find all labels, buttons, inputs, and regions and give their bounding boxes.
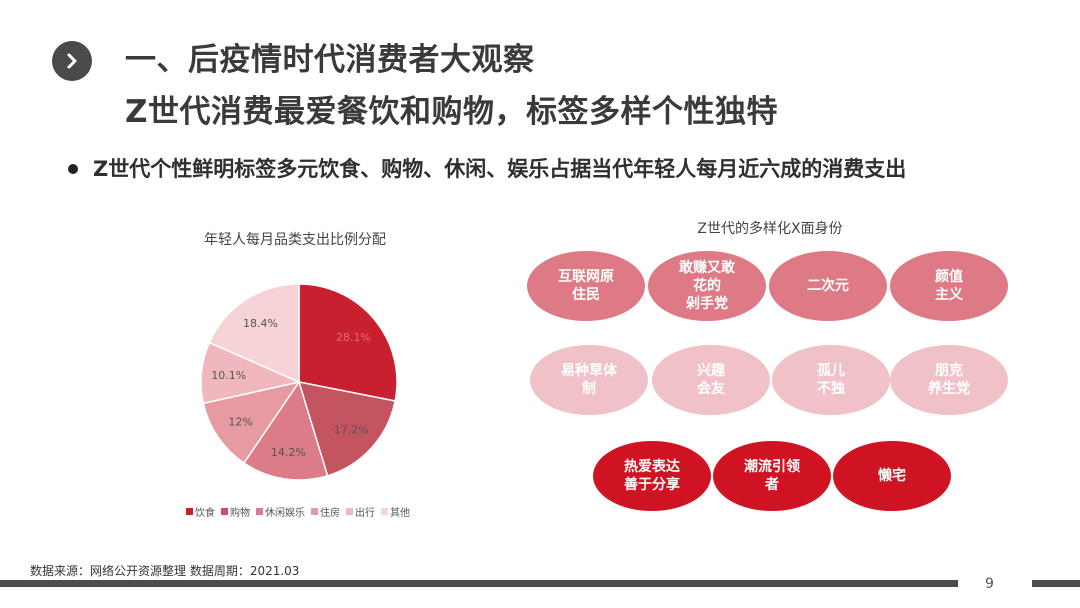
tags-title: Z世代的多样化X面身份 [697, 221, 843, 237]
chart-title: 年轻人每月品类支出比例分配 [204, 232, 386, 248]
legend-swatch [346, 508, 353, 515]
identity-tag: 朋克 养生党 [890, 345, 1008, 415]
legend-item: 出行 [346, 504, 375, 519]
footer-bar-right [1032, 580, 1080, 587]
legend-swatch [221, 508, 228, 515]
legend-swatch [311, 508, 318, 515]
pie-data-label: 10.1% [211, 369, 246, 382]
page-subtitle: Z世代消费最爱餐饮和购物，标签多样个性独特 [125, 94, 778, 130]
footer-bar [0, 580, 958, 587]
identity-tag-label: 潮流引领 者 [744, 459, 800, 493]
identity-tag: 兴趣 会友 [652, 345, 770, 415]
identity-tag: 敢赚又敢 花的 剁手党 [648, 251, 766, 321]
legend-item: 休闲娱乐 [256, 504, 305, 519]
identity-tag: 孤儿 不独 [772, 345, 890, 415]
pie-chart: 28.1% 17.2% 14.2% 12% 10.1% 18.4% [150, 240, 450, 510]
pie-slice [242, 380, 329, 481]
identity-tag: 易种草体 制 [530, 345, 648, 415]
pie-data-label: 17.2% [334, 423, 369, 436]
pie-slice [208, 283, 300, 384]
bullet-text: Z世代个性鲜明标签多元饮食、购物、休闲、娱乐占据当代年轻人每月近六成的消费支出 [93, 157, 907, 181]
legend-label: 饮食 [195, 508, 215, 519]
legend-item: 饮食 [186, 504, 215, 519]
identity-tag-label: 互联网原 住民 [558, 269, 614, 303]
pie-data-label: 28.1% [336, 331, 371, 344]
identity-tag: 颜值 主义 [890, 251, 1008, 321]
legend-label: 休闲娱乐 [265, 508, 305, 519]
legend-label: 住房 [320, 508, 340, 519]
identity-tag-label: 易种草体 制 [561, 363, 617, 397]
identity-tag: 潮流引领 者 [713, 441, 831, 511]
legend-swatch [256, 508, 263, 515]
identity-tag-label: 敢赚又敢 花的 剁手党 [679, 260, 735, 312]
page-number: 9 [985, 576, 994, 592]
legend-item: 住房 [311, 504, 340, 519]
page-title: 一、后疫情时代消费者大观察 [125, 42, 535, 78]
identity-tag-label: 孤儿 不独 [817, 363, 845, 397]
identity-tag-label: 懒宅 [878, 468, 906, 484]
identity-tag: 热爱表达 善于分享 [593, 441, 711, 511]
identity-tag: 二次元 [769, 251, 887, 321]
bullet-icon [68, 164, 78, 174]
identity-tag-label: 朋克 养生党 [928, 363, 970, 397]
legend-label: 购物 [230, 508, 250, 519]
pie-slice [298, 283, 398, 402]
legend-swatch [186, 508, 193, 515]
pie-slice [297, 381, 397, 477]
legend-label: 其他 [390, 508, 410, 519]
identity-tag: 懒宅 [833, 441, 951, 511]
legend-swatch [381, 508, 388, 515]
identity-tag-label: 颜值 主义 [935, 269, 963, 303]
legend-item: 购物 [221, 504, 250, 519]
chart-legend: 饮食 购物 休闲娱乐 住房 出行 其他 [186, 504, 410, 519]
pie-data-label: 14.2% [271, 446, 306, 459]
chevron-right-icon [52, 41, 92, 81]
identity-tag-label: 热爱表达 善于分享 [624, 459, 680, 493]
data-source: 数据来源：网络公开资源整理 数据周期：2021.03 [30, 564, 300, 578]
legend-item: 其他 [381, 504, 410, 519]
pie-data-label: 12% [228, 416, 252, 429]
legend-label: 出行 [355, 508, 375, 519]
identity-tag: 互联网原 住民 [527, 251, 645, 321]
pie-slice [202, 380, 301, 465]
identity-tag-label: 兴趣 会友 [697, 363, 725, 397]
identity-tag-label: 二次元 [807, 278, 849, 294]
pie-data-label: 18.4% [243, 317, 278, 330]
